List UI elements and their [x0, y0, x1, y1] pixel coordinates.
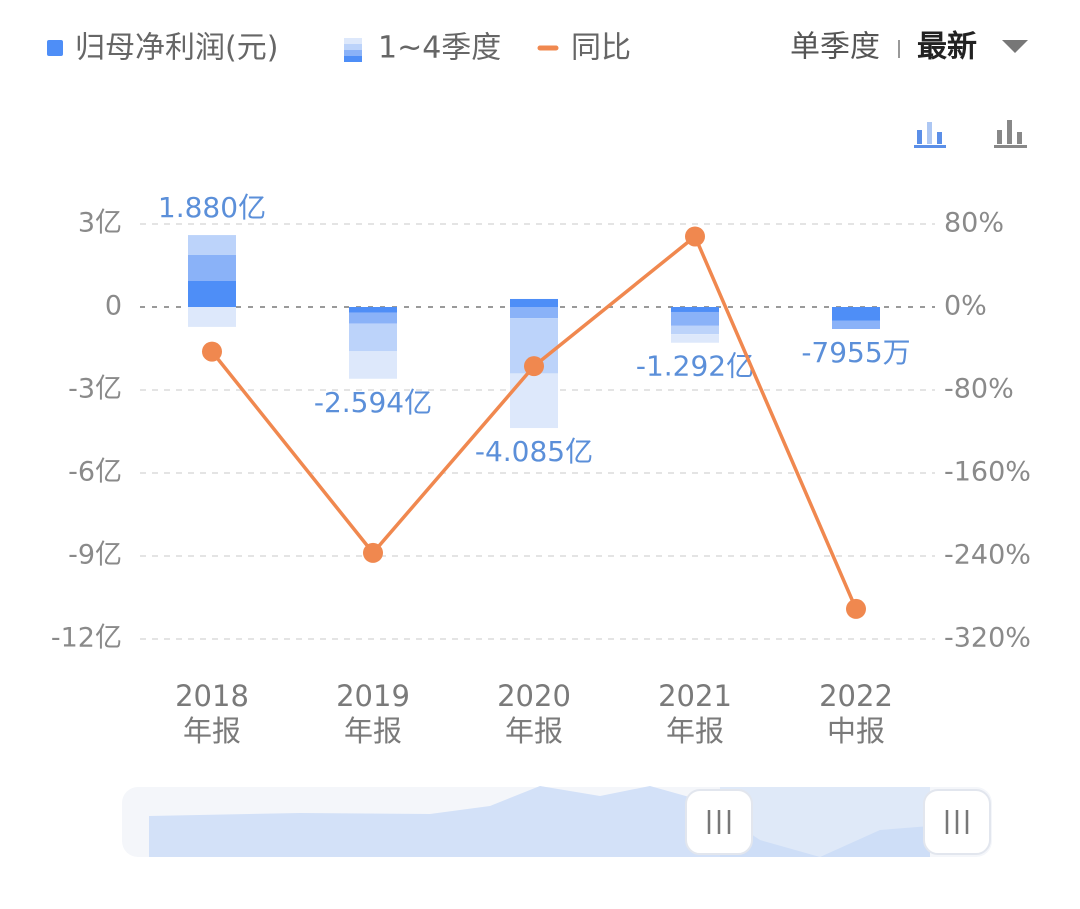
x-tick-label: 2018: [175, 679, 249, 713]
y-tick-label: 3亿: [78, 208, 122, 239]
period-select[interactable]: 最新: [917, 30, 977, 65]
legend-swatch: [344, 44, 362, 50]
quarter-bar: [510, 307, 558, 319]
legend-swatch: [344, 50, 362, 56]
mode-toggle[interactable]: 单季度: [790, 30, 880, 65]
legend-label: 归母净利润(元): [75, 31, 278, 66]
legend-label: 1~4季度: [378, 31, 501, 66]
y2-tick-label: -320%: [944, 623, 1031, 654]
quarter-bar: [349, 351, 397, 379]
dropdown-arrow[interactable]: [1002, 40, 1028, 53]
x-tick-label: 2020: [497, 679, 571, 713]
y2-tick-label: 0%: [944, 291, 987, 322]
y2-tick-label: 80%: [944, 208, 1004, 239]
value-label: 1.880亿: [158, 191, 266, 224]
y2-tick-label: -160%: [944, 457, 1031, 488]
value-label: -2.594亿: [314, 386, 432, 419]
quarter-bar: [671, 334, 719, 343]
quarter-bar: [510, 298, 558, 307]
stacked-icon[interactable]: [914, 122, 946, 148]
quarter-bar: [188, 307, 236, 327]
y2-tick-label: -240%: [944, 540, 1031, 571]
yoy-point: [685, 226, 705, 247]
legend-label: 同比: [571, 31, 631, 66]
x-tick-label: 2022: [819, 679, 893, 713]
y-tick-label: -9亿: [68, 540, 122, 571]
y2-tick-label: -80%: [944, 374, 1014, 405]
value-label: -7955万: [801, 336, 910, 369]
yoy-point: [524, 356, 544, 377]
quarter-bar: [349, 307, 397, 313]
quarter-bar: [832, 307, 880, 321]
quarter-bar: [188, 280, 236, 307]
x-tick-label: 2019: [336, 679, 410, 713]
grid: [140, 223, 935, 640]
value-label: -1.292亿: [636, 350, 754, 383]
quarter-bar: [671, 307, 719, 312]
quarter-bar: [671, 311, 719, 326]
x-tick-label: 年报: [505, 714, 563, 748]
y-tick-label: 0: [105, 291, 122, 322]
y-tick-label: -3亿: [68, 374, 122, 405]
quarter-bar: [832, 320, 880, 330]
value-label: -4.085亿: [475, 435, 593, 468]
x-tick-label: 2021: [658, 679, 732, 713]
y-tick-label: -12亿: [51, 623, 122, 654]
x-tick-label: 年报: [344, 714, 402, 748]
quarter-bar: [671, 325, 719, 335]
data-zoom: [122, 786, 992, 857]
legend-swatch: [344, 38, 362, 44]
yoy-point: [202, 341, 222, 362]
quarter-bar: [188, 254, 236, 281]
quarter-bar: [510, 373, 558, 429]
quarter-bar: [349, 323, 397, 352]
yoy-point: [363, 542, 383, 563]
bar-icon[interactable]: [994, 120, 1027, 148]
legend: 归母净利润(元) 1~4季度 同比: [47, 31, 631, 66]
yoy-point: [846, 598, 866, 619]
x-tick-label: 年报: [666, 714, 724, 748]
legend-swatch: [47, 40, 63, 56]
quarter-bar: [349, 312, 397, 324]
x-tick-label: 中报: [827, 714, 885, 748]
legend-swatch: [344, 56, 362, 62]
quarter-bar: [188, 235, 236, 255]
x-tick-label: 年报: [183, 714, 241, 748]
y-tick-label: -6亿: [68, 457, 122, 488]
